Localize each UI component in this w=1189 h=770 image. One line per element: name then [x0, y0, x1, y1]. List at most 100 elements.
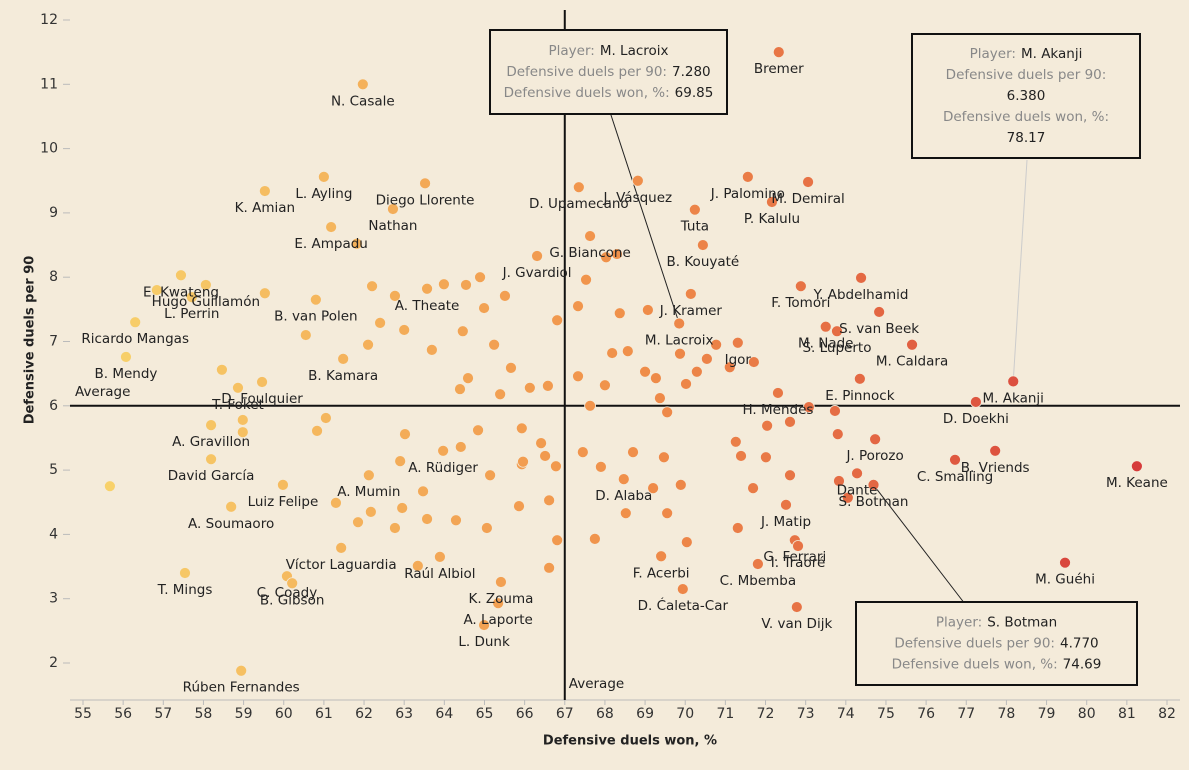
- data-point: [696, 239, 709, 251]
- point-label: M. Keane: [1106, 475, 1168, 491]
- point-label: F. Tomori: [771, 295, 830, 311]
- data-point: [588, 533, 601, 545]
- data-point: [550, 460, 562, 473]
- y-tick-label: 11: [40, 76, 58, 92]
- x-tick-label: 65: [476, 706, 494, 722]
- data-point: [539, 450, 552, 462]
- data-point: [286, 577, 299, 590]
- data-point: [658, 451, 670, 464]
- data-point: [258, 185, 271, 197]
- tooltip-text: Defensive duels won, %:: [943, 109, 1109, 125]
- x-tick-label: 71: [716, 706, 734, 722]
- x-tick-label: 68: [596, 706, 614, 722]
- y-tick-label: 3: [49, 591, 58, 607]
- data-point: [829, 405, 841, 417]
- data-point: [772, 46, 785, 59]
- data-point: [780, 498, 792, 511]
- data-point: [674, 347, 686, 360]
- data-point: [680, 378, 692, 390]
- point-label: B. Vriends: [961, 460, 1030, 476]
- point-label: J. Matip: [760, 514, 811, 530]
- point-label: J. Palomino: [710, 186, 785, 202]
- data-point: [258, 287, 271, 300]
- data-point: [478, 619, 490, 631]
- data-point: [394, 455, 407, 467]
- data-point: [595, 460, 607, 473]
- data-point: [655, 550, 668, 563]
- point-label: K. Amian: [235, 200, 295, 216]
- data-point: [676, 583, 689, 595]
- point-label: Y. Abdelhamid: [813, 287, 909, 303]
- tooltip-text: 74.69: [1063, 657, 1102, 673]
- data-point: [531, 250, 543, 262]
- point-label: G. Biancone: [549, 245, 630, 261]
- tooltip-line: Defensive duels won, %:: [943, 109, 1109, 125]
- data-point: [517, 455, 529, 468]
- data-point: [317, 170, 330, 183]
- data-point: [205, 453, 217, 466]
- x-tick-label: 64: [435, 706, 453, 722]
- data-point: [235, 664, 248, 677]
- point-label: D. Ćaleta-Car: [638, 596, 729, 614]
- data-point: [411, 560, 424, 572]
- point-label: T. Foket: [211, 397, 264, 413]
- tooltip-line: 78.17: [1007, 130, 1046, 146]
- data-point: [421, 282, 433, 295]
- y-tick-label: 4: [49, 526, 58, 542]
- point-label: M. Akanji: [983, 390, 1044, 406]
- point-label: S. Luperto: [802, 340, 871, 356]
- point-label: P. Kalulu: [744, 211, 800, 227]
- point-label: D. Alaba: [595, 488, 652, 504]
- data-point: [438, 278, 450, 291]
- x-tick-label: 59: [235, 706, 253, 722]
- data-point: [484, 469, 497, 482]
- point-label: A. Gravillon: [172, 434, 250, 450]
- data-point: [802, 401, 815, 413]
- tooltip-box: [489, 29, 728, 115]
- data-point: [731, 336, 744, 349]
- data-point: [129, 316, 142, 329]
- x-tick-label: 73: [797, 706, 815, 722]
- point-label: Nathan: [368, 218, 417, 234]
- point-label: K. Zouma: [468, 591, 533, 607]
- tooltip-line: Player: S. Botman: [936, 615, 1057, 631]
- point-label: J. Gvardiol: [502, 265, 572, 281]
- data-point: [366, 280, 378, 293]
- data-point: [572, 300, 584, 313]
- x-tick-label: 56: [114, 706, 132, 722]
- data-point: [362, 338, 374, 351]
- data-point: [535, 437, 547, 449]
- tooltip-line: Player: M. Lacroix: [548, 43, 668, 59]
- tooltip-connector: [873, 484, 966, 605]
- point-label: Tuta: [680, 219, 709, 235]
- data-point: [747, 482, 759, 495]
- tooltip-line: Defensive duels per 90: 4.770: [894, 636, 1098, 652]
- point-label: L. Ayling: [295, 186, 352, 202]
- data-point: [654, 392, 666, 404]
- data-point: [551, 314, 564, 327]
- tooltip-text: Defensive duels won, %:: [892, 657, 1058, 673]
- data-point: [906, 338, 918, 351]
- data-point: [543, 494, 556, 507]
- data-point: [833, 475, 845, 487]
- y-tick-label: 7: [49, 334, 58, 350]
- data-point: [731, 522, 744, 534]
- tooltip-text: 4.770: [1060, 636, 1099, 652]
- data-point: [419, 177, 431, 190]
- data-point: [631, 174, 644, 187]
- point-label: H. Mendes: [743, 402, 814, 418]
- data-point: [751, 558, 764, 570]
- data-point: [784, 415, 796, 428]
- tooltip-text: 7.280: [672, 64, 711, 80]
- data-point: [989, 444, 1002, 457]
- point-label: L. Perrin: [164, 306, 219, 322]
- average-label: Average: [569, 676, 624, 692]
- point-label: D. Doekhi: [943, 411, 1009, 427]
- point-label: E. Pinnock: [825, 388, 895, 404]
- x-tick-label: 69: [636, 706, 654, 722]
- data-point: [495, 576, 507, 588]
- data-point: [462, 372, 474, 385]
- x-tick-label: 77: [957, 706, 975, 722]
- point-label: A. Theate: [395, 298, 460, 314]
